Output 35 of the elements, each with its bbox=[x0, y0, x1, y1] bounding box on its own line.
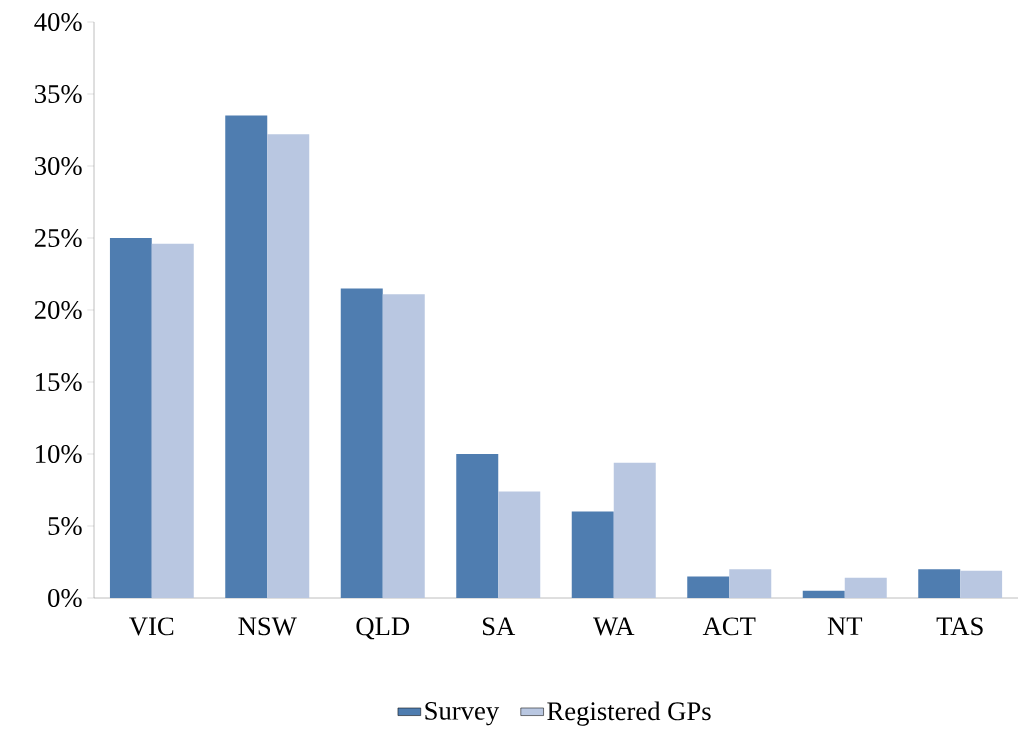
bar bbox=[729, 569, 772, 598]
bar bbox=[844, 577, 887, 598]
bar bbox=[456, 454, 499, 598]
y-tick-label: 40% bbox=[34, 12, 82, 32]
bar bbox=[571, 511, 614, 598]
bar bbox=[109, 238, 152, 598]
bar bbox=[687, 576, 730, 598]
legend-label: Survey bbox=[425, 701, 500, 726]
y-tick-label: 10% bbox=[36, 444, 82, 464]
bar bbox=[382, 294, 425, 598]
bar bbox=[225, 115, 268, 598]
legend-label: Registered GPs bbox=[547, 701, 711, 726]
x-tick-label: WA bbox=[593, 617, 635, 636]
x-tick-label: NT bbox=[827, 617, 863, 635]
bar bbox=[151, 243, 194, 598]
x-tick-label: SA bbox=[482, 617, 516, 636]
bar bbox=[613, 462, 656, 598]
y-tick-label: 25% bbox=[34, 228, 82, 248]
x-tick-label: ACT bbox=[702, 617, 756, 636]
y-tick-label: 15% bbox=[36, 372, 82, 392]
bar bbox=[267, 134, 310, 598]
bar bbox=[498, 491, 541, 598]
x-tick-label: NSW bbox=[238, 617, 297, 636]
y-tick-label: 5% bbox=[48, 516, 82, 536]
x-tick-label: VIC bbox=[129, 617, 174, 636]
x-tick-label: TAS bbox=[936, 617, 983, 636]
x-tick-label: QLD bbox=[356, 617, 410, 640]
y-tick-label: 20% bbox=[34, 300, 82, 320]
bar bbox=[340, 288, 383, 598]
bar bbox=[918, 569, 961, 598]
y-tick-label: 30% bbox=[35, 156, 82, 176]
y-tick-label: 0% bbox=[48, 588, 82, 608]
bar bbox=[802, 590, 845, 598]
bar bbox=[960, 570, 1003, 598]
y-tick-label: 35% bbox=[35, 84, 82, 104]
